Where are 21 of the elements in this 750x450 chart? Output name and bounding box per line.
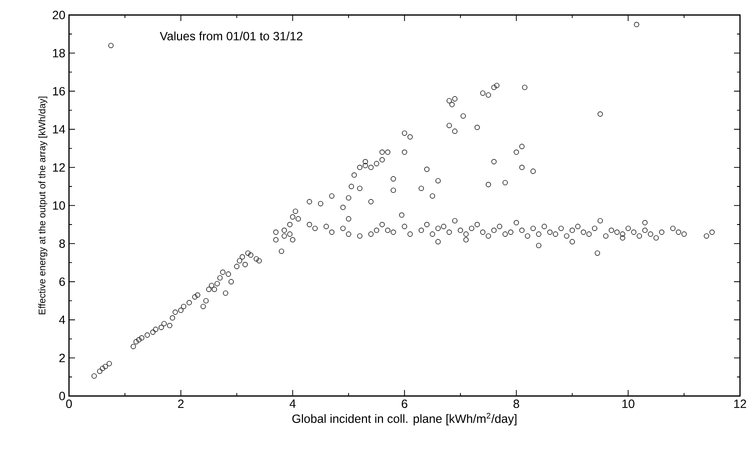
y-tick-label: 8 [59,239,65,248]
y-tick-label: 4 [59,316,66,324]
x-tick-label: 2 [178,400,184,408]
x-tick-label: 4 [290,400,296,408]
x-tick-label: 10 [622,400,634,408]
y-tick-label: 12 [53,163,65,172]
y-tick-label: 16 [53,86,65,96]
x-tick-label: 12 [734,400,746,408]
y-tick-label: 18 [53,48,65,58]
annotation: Values from 01/01 to 31/12 [160,32,302,40]
x-axis-title: Global incident in coll. plane [kWh/m$^{2}$/day] [292,412,516,426]
x-tick-label: 6 [402,400,408,408]
y-tick-label: 10 [53,201,65,210]
y-axis-title: Effective energy at the output of the array [kWh/day] [38,96,48,314]
y-tick-label: 2 [59,354,65,362]
y-tick-label: 20 [52,10,65,20]
y-tick-label: 6 [59,277,65,286]
x-tick-label: 0 [66,400,72,408]
y-tick-label: 0 [59,392,66,400]
y-tick-label: 14 [53,125,66,134]
x-tick-label: 8 [514,400,520,408]
